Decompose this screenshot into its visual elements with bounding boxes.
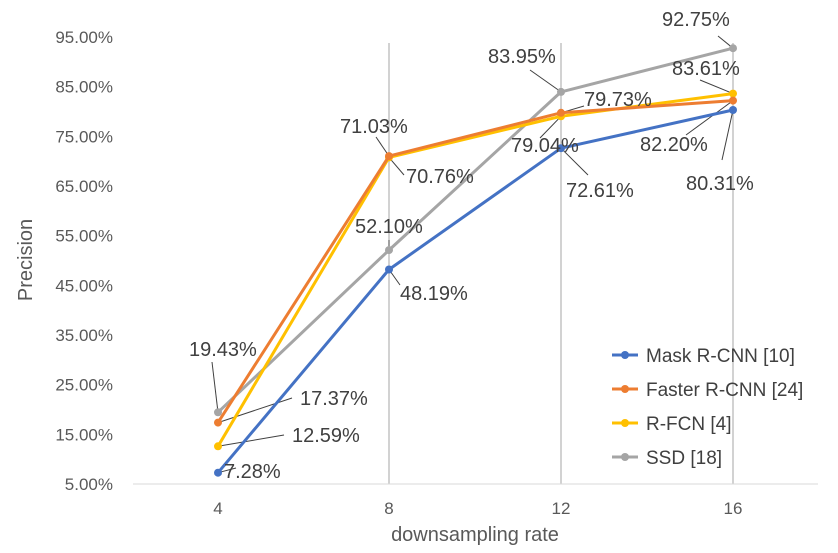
y-tick-label: 15.00% bbox=[55, 425, 113, 444]
leader-line bbox=[560, 147, 589, 176]
x-tick-label: 16 bbox=[724, 499, 743, 518]
leader-line bbox=[217, 397, 293, 424]
data-labels: 7.28% 48.19% 72.61% 80.31% 17.37% 71.03% 79.73… bbox=[189, 9, 754, 483]
data-label: 72.61% bbox=[566, 180, 634, 202]
x-tick-labels: 4 8 12 16 bbox=[213, 499, 742, 518]
data-label: 70.76% bbox=[406, 166, 474, 188]
leader-line bbox=[721, 109, 734, 161]
data-label: 80.31% bbox=[686, 173, 754, 195]
x-tick-label: 4 bbox=[213, 499, 222, 518]
y-tick-labels: 5.00% 15.00% 25.00% 35.00% 45.00% 55.00% 65.00… bbox=[55, 28, 113, 494]
y-tick-label: 85.00% bbox=[55, 78, 113, 97]
data-point bbox=[729, 44, 737, 53]
leader-line bbox=[539, 115, 562, 139]
y-tick-label: 35.00% bbox=[55, 326, 113, 345]
x-tick-label: 12 bbox=[552, 499, 571, 518]
data-point bbox=[729, 96, 737, 105]
data-point bbox=[214, 468, 222, 477]
y-axis-title: Precision bbox=[15, 219, 37, 301]
series-line-2 bbox=[216, 92, 735, 448]
leader-line bbox=[211, 361, 219, 413]
leader-line bbox=[529, 69, 562, 93]
legend-marker bbox=[621, 385, 629, 393]
data-point bbox=[214, 442, 222, 451]
data-label: 12.59% bbox=[292, 425, 360, 447]
y-tick-label: 95.00% bbox=[55, 28, 113, 47]
leader-line bbox=[685, 100, 734, 136]
legend-label: Mask R-CNN [10] bbox=[646, 346, 795, 367]
y-tick-label: 65.00% bbox=[55, 177, 113, 196]
data-label: 83.61% bbox=[672, 58, 740, 80]
y-tick-label: 5.00% bbox=[65, 475, 113, 494]
legend-marker bbox=[621, 351, 629, 359]
data-label: 7.28% bbox=[224, 461, 281, 483]
data-point bbox=[557, 108, 565, 117]
data-label: 82.20% bbox=[640, 134, 708, 156]
data-label: 79.73% bbox=[584, 89, 652, 111]
data-label: 83.95% bbox=[488, 46, 556, 68]
legend-label: SSD [18] bbox=[646, 448, 722, 469]
data-label: 79.04% bbox=[511, 135, 579, 157]
data-point bbox=[385, 265, 393, 274]
data-label: 48.19% bbox=[400, 283, 468, 305]
y-tick-label: 25.00% bbox=[55, 376, 113, 395]
legend-label: Faster R-CNN [24] bbox=[646, 380, 803, 401]
data-label: 52.10% bbox=[355, 216, 423, 238]
data-point bbox=[385, 152, 393, 161]
x-tick-label: 8 bbox=[384, 499, 393, 518]
series-lines bbox=[214, 44, 737, 477]
y-tick-label: 75.00% bbox=[55, 127, 113, 146]
series-line-3 bbox=[216, 46, 735, 414]
data-point bbox=[214, 418, 222, 427]
legend-label: R-FCN [4] bbox=[646, 414, 732, 435]
x-axis-title: downsampling rate bbox=[391, 524, 559, 546]
label-leader-lines bbox=[211, 35, 734, 474]
y-tick-label: 55.00% bbox=[55, 227, 113, 246]
data-point bbox=[214, 408, 222, 417]
data-label: 92.75% bbox=[662, 9, 730, 31]
legend: Mask R-CNN [10] Faster R-CNN [24] R-FCN [4… bbox=[612, 346, 803, 469]
data-label: 17.37% bbox=[300, 388, 368, 410]
leader-line bbox=[699, 79, 734, 95]
data-point bbox=[557, 87, 565, 96]
series-line-0 bbox=[216, 108, 735, 475]
data-point bbox=[557, 144, 565, 153]
leader-line bbox=[217, 434, 285, 447]
data-label: 71.03% bbox=[340, 116, 408, 138]
data-point bbox=[729, 106, 737, 114]
legend-marker bbox=[621, 453, 629, 461]
data-point bbox=[729, 89, 737, 98]
y-tick-label: 45.00% bbox=[55, 276, 113, 295]
legend-marker bbox=[621, 419, 629, 427]
data-label: 19.43% bbox=[189, 339, 257, 361]
data-point bbox=[385, 246, 393, 255]
series-line-1 bbox=[216, 99, 735, 425]
